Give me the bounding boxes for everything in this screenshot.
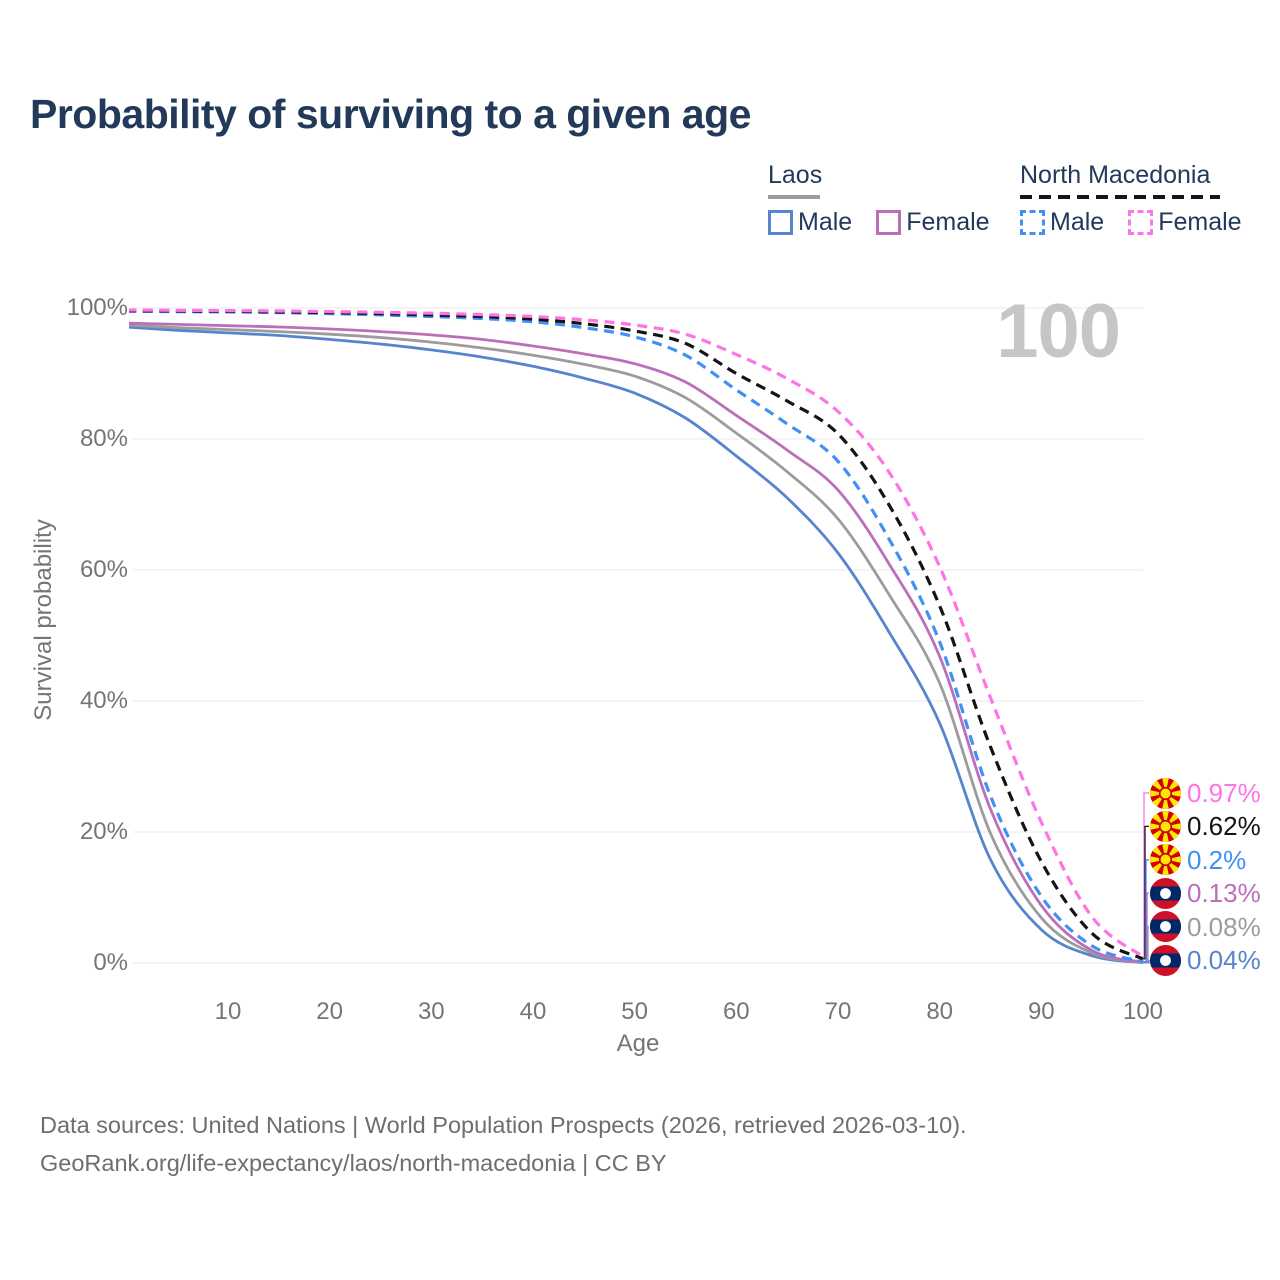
curve-laos-male[interactable] <box>126 325 1144 965</box>
curve-north-macedonia-male[interactable] <box>126 309 1144 964</box>
end-label-row-north-macedonia-both-sexes[interactable]: 0.62% <box>1150 810 1261 842</box>
footer: Data sources: United Nations | World Pop… <box>40 1106 967 1182</box>
legend-item-label: Male <box>798 208 853 236</box>
legend-item-label: Male <box>1050 208 1105 236</box>
page-title: Probability of surviving to a given age <box>30 91 751 137</box>
end-label-value: 0.62% <box>1187 811 1261 842</box>
curve-north-macedonia-female[interactable] <box>126 308 1144 958</box>
end-label-row-laos-male[interactable]: 0.04% <box>1150 944 1261 976</box>
legend-group-laos-title: Laos <box>768 161 823 189</box>
y-tick-label: 20% <box>79 818 128 845</box>
x-tick-label: 30 <box>417 998 445 1025</box>
end-label-value: 0.04% <box>1187 945 1261 975</box>
x-tick-label: 50 <box>621 998 648 1025</box>
end-label-connector <box>1143 825 1149 960</box>
north-macedonia-flag-icon <box>1150 777 1181 809</box>
laos-flag-icon <box>1150 911 1181 943</box>
north-macedonia-male-swatch-icon <box>1020 210 1045 235</box>
curve-laos-both-sexes[interactable] <box>126 323 1144 964</box>
y-axis-title: Survival probability <box>30 519 57 721</box>
laos-male-swatch-icon <box>768 210 793 235</box>
y-tick-label: 100% <box>66 294 128 321</box>
north-macedonia-line-style-sample <box>1020 195 1220 199</box>
x-tick-label: 60 <box>722 998 750 1025</box>
end-label-value: 0.08% <box>1187 911 1261 942</box>
legend-item-laos-male[interactable]: Male <box>768 208 852 237</box>
x-tick-label: 20 <box>316 998 343 1025</box>
end-label-value: 0.13% <box>1187 878 1261 909</box>
y-tick-label: 80% <box>79 425 128 452</box>
end-label-row-north-macedonia-male[interactable]: 0.2% <box>1150 844 1246 876</box>
end-label-connector <box>1143 792 1149 958</box>
curve-laos-female[interactable] <box>126 321 1144 964</box>
north-macedonia-flag-icon <box>1150 844 1181 876</box>
x-tick-label: 10 <box>214 998 242 1025</box>
legend-group-north-macedonia: North Macedonia Male Female <box>1020 163 1242 237</box>
x-tick-label: 100 <box>1122 998 1164 1025</box>
north-macedonia-female-swatch-icon <box>1128 210 1154 235</box>
end-label-row-laos-female[interactable]: 0.13% <box>1150 877 1261 909</box>
x-tick-label: 80 <box>926 998 954 1025</box>
end-label-row-laos-both-sexes[interactable]: 0.08% <box>1150 911 1261 943</box>
north-macedonia-flag-icon <box>1150 810 1181 842</box>
end-label-value: 0.97% <box>1187 778 1261 808</box>
x-tick-label: 90 <box>1027 998 1055 1025</box>
data-sources-line: Data sources: United Nations | World Pop… <box>40 1112 967 1138</box>
laos-line-style-sample <box>768 195 820 199</box>
legend-item-north-macedonia-female[interactable]: Female <box>1128 208 1242 237</box>
legend-group-laos: Laos Male Female <box>768 163 990 237</box>
x-tick-label: 70 <box>824 998 852 1025</box>
legend-item-label: Female <box>1158 208 1242 236</box>
legend-group-north-macedonia-title: North Macedonia <box>1020 161 1211 189</box>
legend-item-laos-female[interactable]: Female <box>876 208 990 237</box>
age-counter-watermark: 100 <box>996 289 1121 374</box>
end-label-connector <box>1143 960 1150 964</box>
legend-item-north-macedonia-male[interactable]: Male <box>1020 208 1104 237</box>
x-axis-title: Age <box>616 1030 660 1057</box>
end-label-row-north-macedonia-female[interactable]: 0.97% <box>1150 777 1261 809</box>
laos-flag-icon <box>1150 877 1181 909</box>
y-tick-label: 40% <box>79 687 128 714</box>
attribution-line: GeoRank.org/life-expectancy/laos/north-m… <box>40 1150 667 1177</box>
y-tick-label: 60% <box>79 556 128 583</box>
legend-item-label: Female <box>906 208 990 236</box>
end-label-value: 0.2% <box>1187 844 1247 875</box>
laos-female-swatch-icon <box>876 210 902 235</box>
y-tick-label: 0% <box>93 949 128 976</box>
laos-flag-icon <box>1150 944 1181 976</box>
x-tick-label: 40 <box>519 998 547 1025</box>
